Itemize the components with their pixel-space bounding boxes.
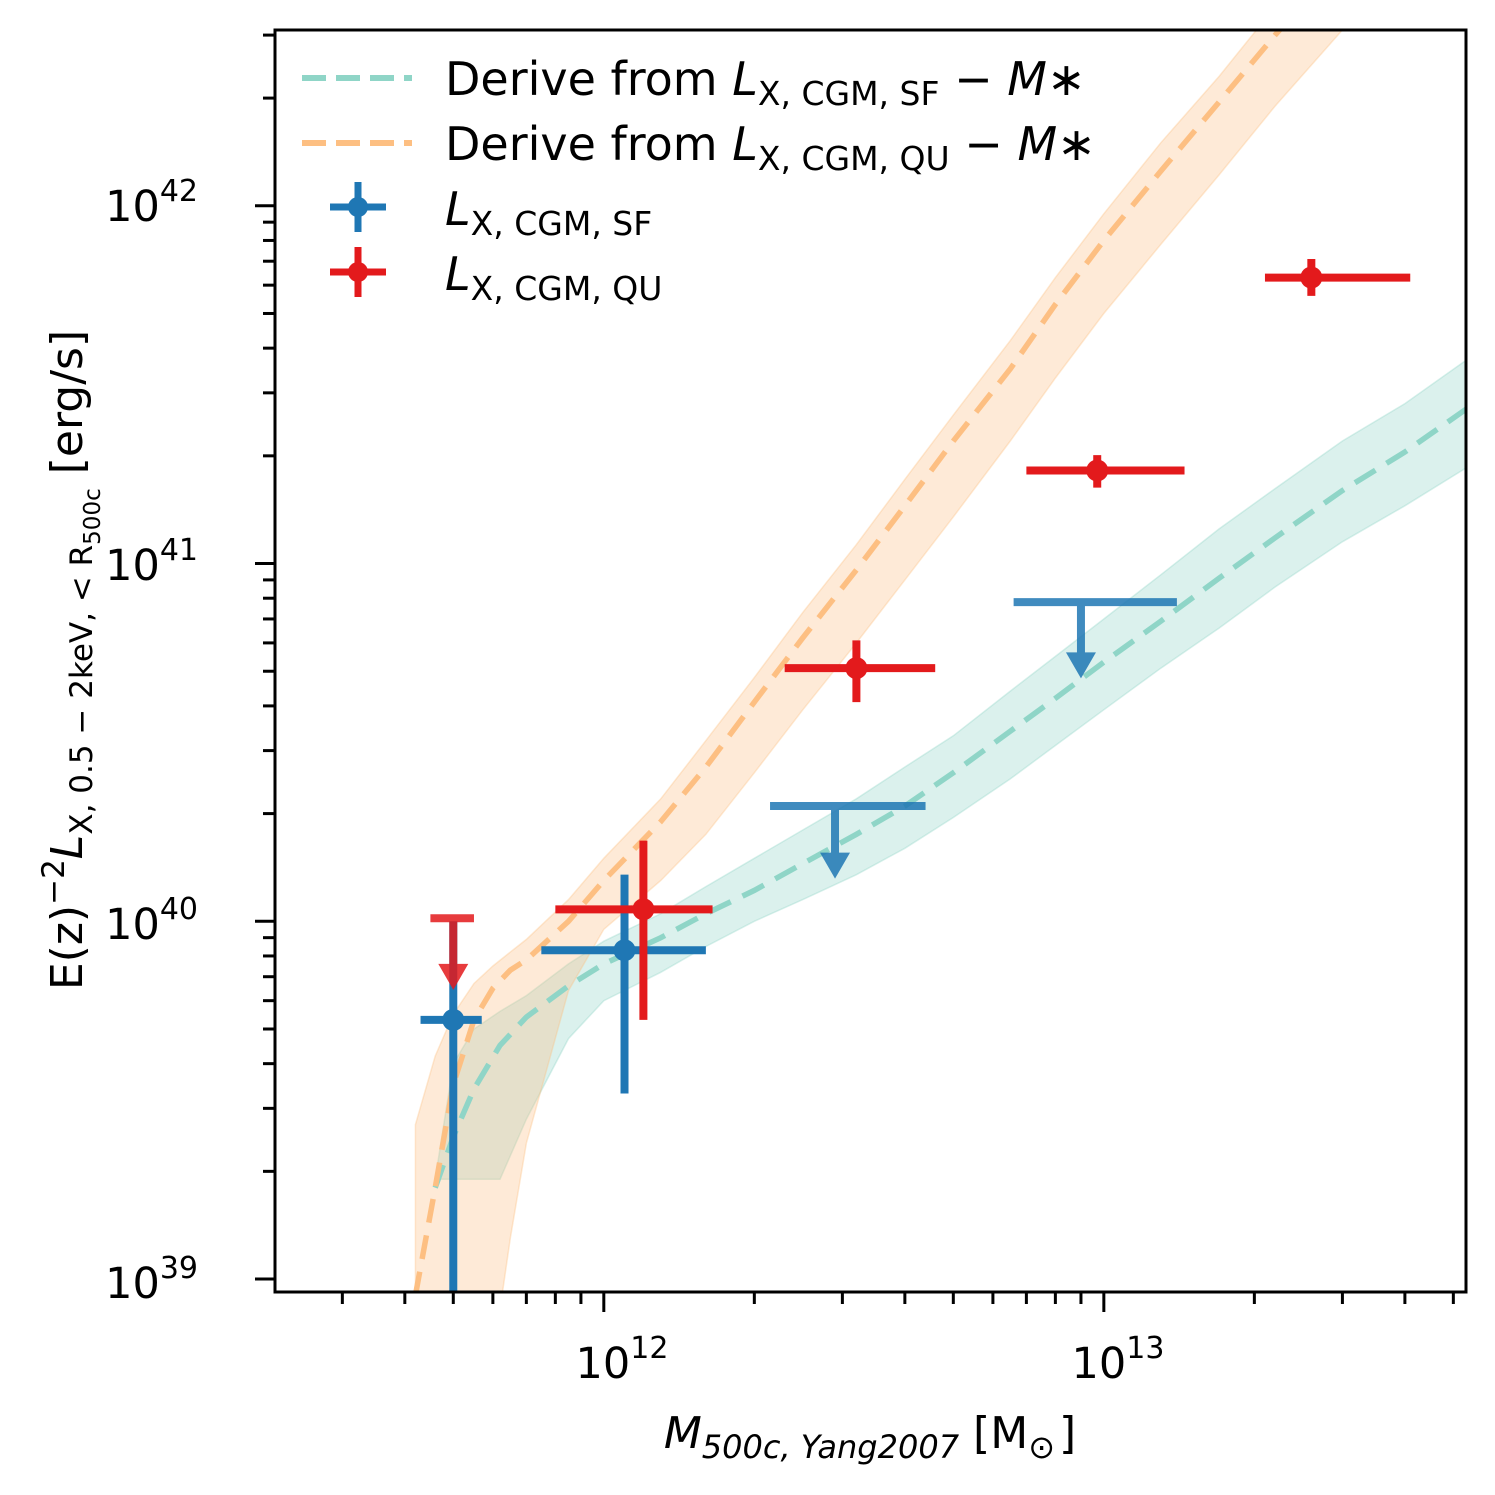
marker <box>845 657 868 680</box>
plot-frame <box>273 28 1468 1294</box>
model-band-qu <box>414 30 1344 1292</box>
legend-label-qu-data: LX, CGM, QU <box>445 247 662 308</box>
legend-marker-sf-data <box>330 182 386 232</box>
legend-entry-qu-data: LX, CGM, QU <box>330 247 662 308</box>
y-tick-label-39: 1039 <box>105 1251 198 1309</box>
y-tick-label-41: 1041 <box>105 533 198 591</box>
y-tick-label-42: 1042 <box>105 174 198 232</box>
marker <box>442 1008 465 1031</box>
legend-marker-qu-data <box>330 247 386 297</box>
legend-entry-sf-model: Derive from LX, CGM, SF − M∗ <box>302 52 1086 113</box>
model-band-sf <box>434 359 1466 1181</box>
model-bands <box>414 30 1466 1292</box>
y-axis-label: E(z)−2LX, 0.5 − 2keV, < R500c[erg/s] <box>36 330 106 990</box>
x-axis-label: M500c, Yang2007 [M⊙] <box>664 1408 1076 1466</box>
legend-label-qu-model: Derive from LX, CGM, QU − M∗ <box>445 117 1096 178</box>
x-tick-label-13: 1013 <box>1072 1331 1165 1389</box>
x-tick-label-12: 1012 <box>576 1331 669 1389</box>
model-curves <box>413 30 1466 1292</box>
upper-limit-arrowhead <box>820 852 851 879</box>
marker <box>1300 266 1323 289</box>
upper-limit-arrowhead <box>1065 652 1096 679</box>
marker <box>613 939 636 962</box>
data-point-qu-1 <box>784 640 936 703</box>
upper-limit-sf-0 <box>770 802 926 879</box>
legend-entry-qu-model: Derive from LX, CGM, QU − M∗ <box>302 117 1096 178</box>
legend: Derive from LX, CGM, SF − M∗ Derive from… <box>302 52 1096 308</box>
data-points <box>420 258 1411 1292</box>
upper-limit-arrowhead <box>438 963 469 990</box>
y-tick-label-40: 1040 <box>105 892 198 950</box>
data-point-qu-0 <box>555 840 713 1020</box>
model-curve-sf <box>432 406 1466 1189</box>
upper-limit-sf-1 <box>1013 598 1177 679</box>
upper-limit-qu-0 <box>430 914 474 990</box>
data-point-qu-3 <box>1264 258 1411 296</box>
legend-label-sf-data: LX, CGM, SF <box>445 182 652 243</box>
model-curve-qu <box>413 30 1284 1292</box>
legend-entry-sf-data: LX, CGM, SF <box>330 182 652 243</box>
marker <box>632 898 655 921</box>
data-point-qu-2 <box>1026 455 1185 488</box>
legend-label-sf-model: Derive from LX, CGM, SF − M∗ <box>445 52 1086 113</box>
axis-ticks <box>255 33 1455 1312</box>
marker <box>1086 459 1109 482</box>
